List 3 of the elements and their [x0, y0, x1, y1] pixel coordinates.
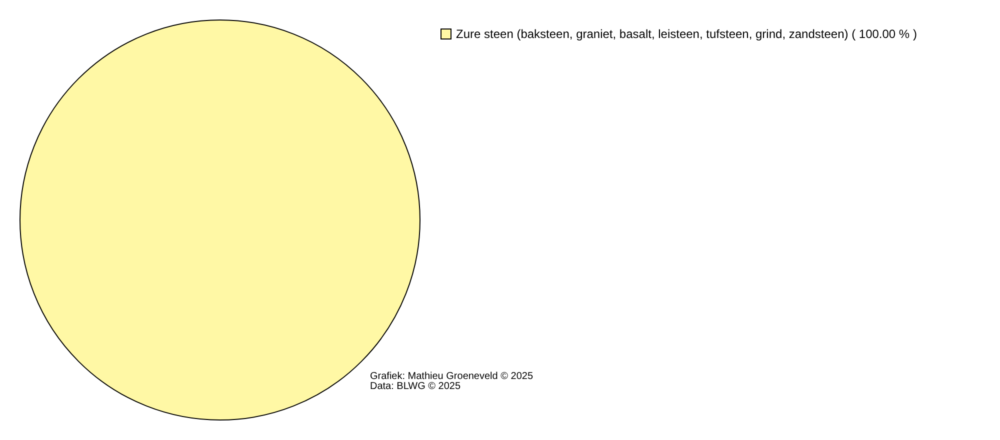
text: Grafiek: Mathieu Groeneveld © 2025	[370, 371, 534, 382]
text: Data: BLWG © 2025	[370, 381, 461, 392]
legend-label: Zure steen (baksteen, graniet, basalt, leisteen, tufsteen, grind, zandsteen) ( 100.00 % )	[456, 27, 917, 41]
